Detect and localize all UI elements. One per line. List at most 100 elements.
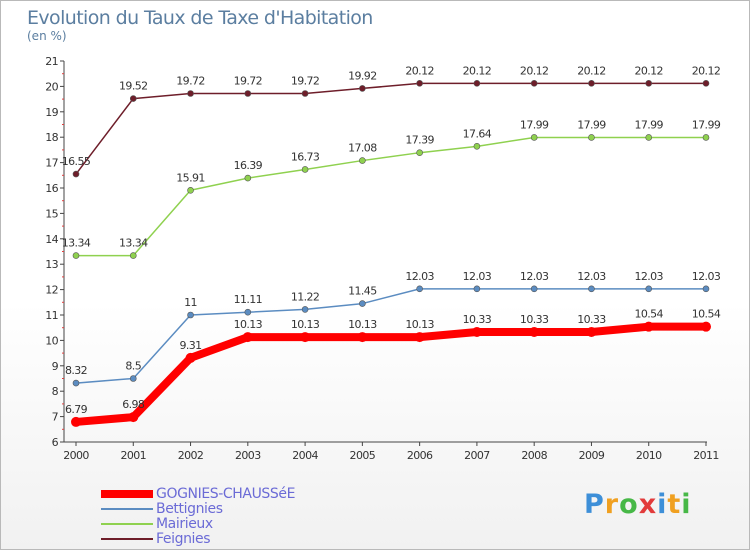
logo-letter: P [584,489,605,520]
data-point [301,166,309,173]
y-tick-label: 15 [45,207,58,220]
data-point [359,300,366,307]
data-label: 20.12 [463,64,492,77]
data-point [187,311,194,319]
data-label: 12.03 [463,270,492,283]
logo-letter: t [667,489,682,520]
data-label: 17.64 [463,127,492,140]
legend-swatch-gognies [101,489,153,498]
x-tick-label: 2006 [407,449,433,462]
data-label: 16.39 [234,159,263,172]
data-label: 6.79 [65,403,88,416]
data-label: 20.12 [634,64,663,77]
y-tick-label: 18 [45,131,58,144]
data-point [702,285,710,293]
x-tick-label: 2005 [350,449,376,462]
data-point [645,80,653,87]
data-label: 12.03 [634,270,663,283]
data-point [301,90,309,97]
chart-title: Evolution du Taux de Taxe d'Habitation [27,7,373,29]
data-point [529,327,540,338]
x-tick-label: 2002 [178,449,204,462]
data-label: 12.03 [520,270,549,283]
legend-item-bettignies: Bettignies [101,501,223,517]
x-tick-label: 2004 [292,449,318,462]
data-point [72,252,80,259]
data-label: 8.32 [65,364,87,377]
data-label: 17.99 [692,118,721,131]
data-point [244,308,252,316]
logo-letter: i [681,489,692,520]
x-tick-label: 2008 [521,449,547,462]
y-tick-label: 17 [45,157,58,170]
data-point [588,80,595,87]
data-point [359,157,366,164]
data-label: 20.12 [577,64,606,77]
legend-label-gognies: GOGNIES-CHAUSSéE [156,485,296,502]
y-tick-label: 10 [45,334,58,347]
data-label: 12.03 [405,270,434,283]
legend-swatch-feignies [101,537,153,540]
y-tick-label: 7 [52,411,59,424]
data-point [185,352,196,363]
data-label: 19.52 [119,80,148,93]
data-point [244,174,252,182]
data-point [530,80,538,87]
data-label: 10.13 [405,318,434,331]
logo-letter: x [638,489,658,520]
data-point [416,285,423,293]
data-label: 10.33 [520,313,549,326]
data-label: 10.54 [692,308,721,321]
data-label: 17.99 [520,118,549,131]
data-label: 20.12 [405,64,434,77]
data-point [588,285,595,293]
series-line-0 [75,82,707,175]
data-point [530,285,538,293]
data-point [473,285,481,293]
data-label: 10.33 [463,313,492,326]
logo-letter: r [604,489,620,520]
data-point [471,327,482,338]
y-tick-label: 6 [52,436,59,449]
y-tick-label: 16 [45,182,58,195]
data-point [187,90,194,97]
logo-letter: i [657,489,668,520]
y-tick-label: 13 [45,258,58,271]
data-point [72,170,80,178]
x-tick-label: 2001 [120,449,146,462]
legend-item-feignies: Feignies [101,530,211,547]
data-label: 19.92 [348,69,377,82]
proxiti-logo: Proxiti [584,489,692,520]
data-point [645,285,653,293]
legend-item-gognies: GOGNIES-CHAUSSéE [101,485,296,502]
data-point [187,186,194,194]
series-line-3 [72,322,710,426]
data-label: 10.13 [291,318,320,331]
data-point [416,80,423,87]
data-label: 10.13 [348,318,377,331]
legend-label-mairieux: Mairieux [156,515,213,532]
data-point [300,332,311,343]
data-label: 15.91 [176,171,205,184]
data-label: 10.13 [234,318,263,331]
data-label: 11.11 [234,293,263,306]
data-label: 10.33 [577,313,606,326]
x-tick-label: 2011 [693,449,719,462]
data-label: 20.12 [520,64,549,77]
data-label: 11.22 [291,290,320,303]
data-point [129,95,137,102]
x-tick-label: 2003 [235,449,261,462]
y-tick-label: 9 [52,360,59,373]
logo-letter: o [619,489,639,520]
y-tick-label: 11 [45,309,58,322]
data-label: 8.5 [125,360,141,373]
data-point [414,332,425,343]
data-label: 17.39 [405,134,434,147]
data-label: 19.72 [291,75,320,88]
legend-label-feignies: Feignies [156,530,211,547]
y-tick-label: 12 [45,284,58,297]
x-tick-label: 2009 [579,449,605,462]
data-point [244,90,252,97]
